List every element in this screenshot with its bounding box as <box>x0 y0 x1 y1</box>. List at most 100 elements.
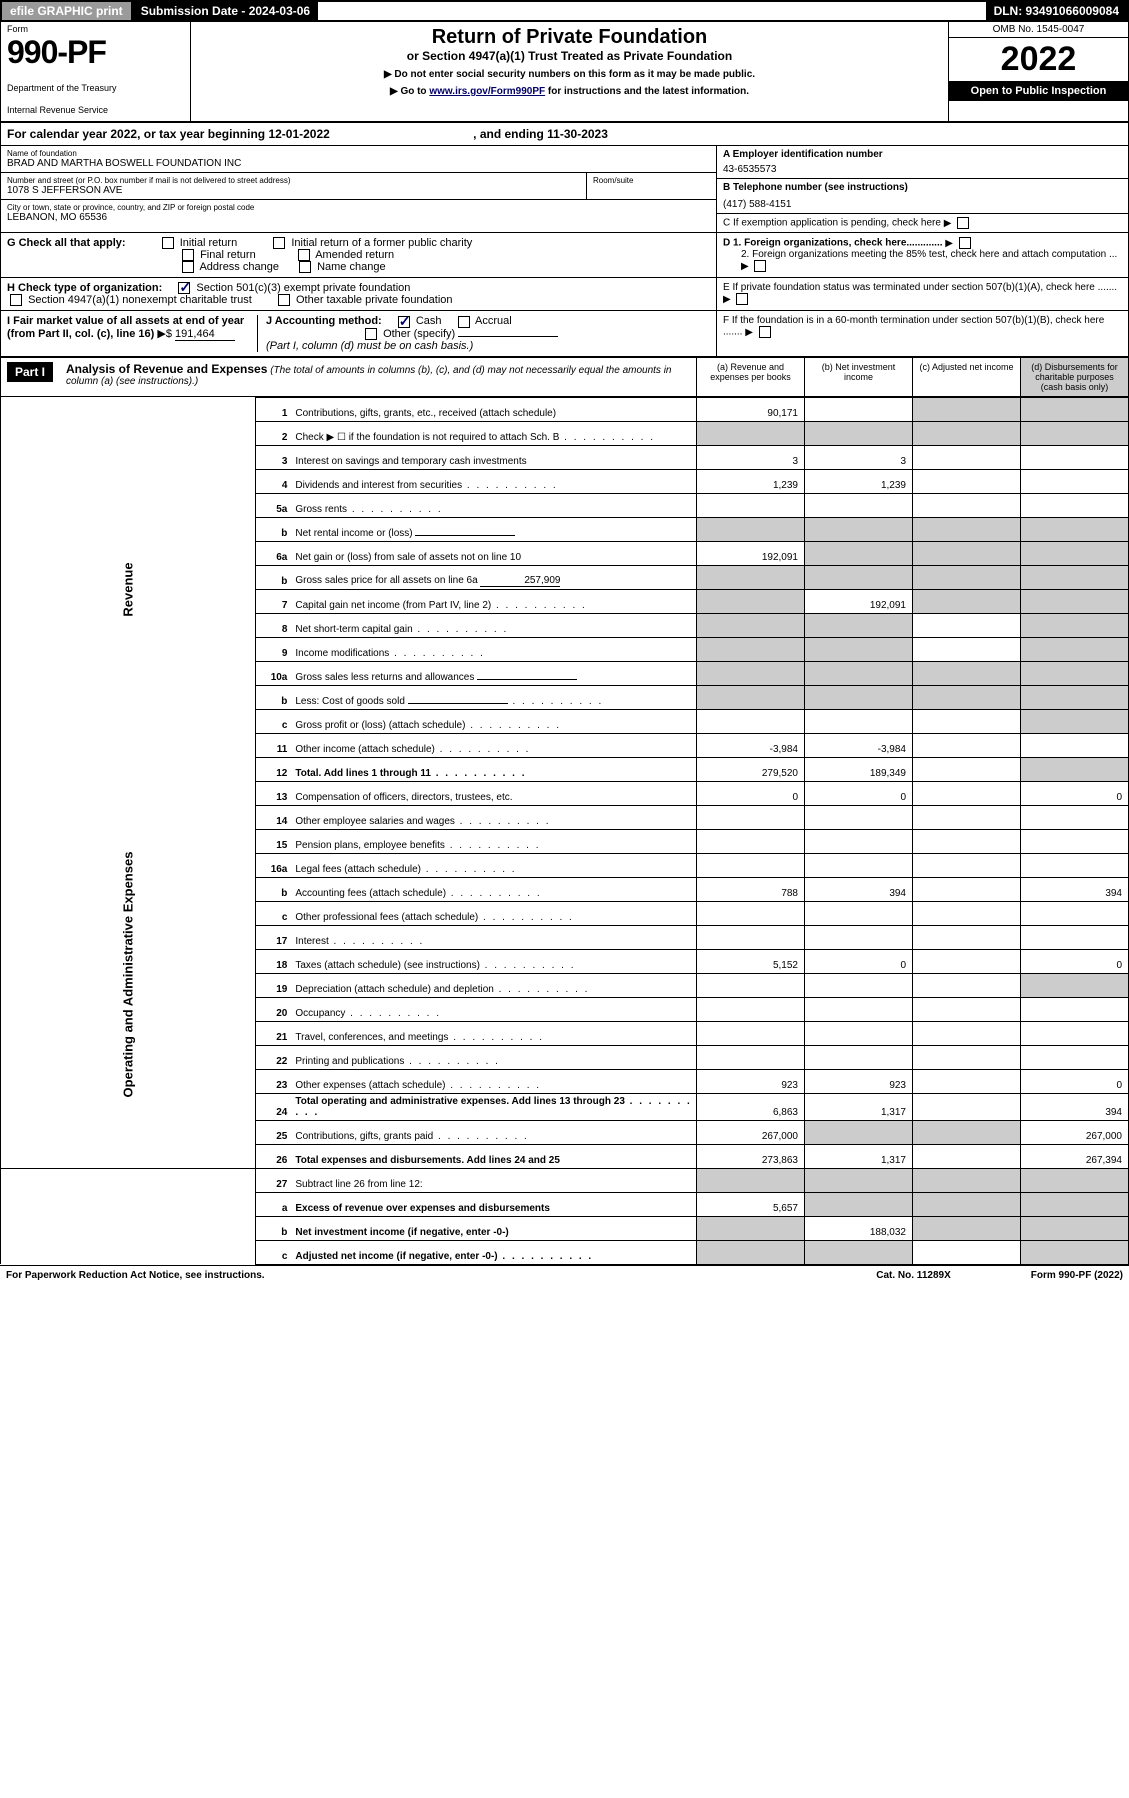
amount-cell <box>697 973 805 997</box>
amount-cell <box>913 613 1021 637</box>
amount-cell: 923 <box>805 1069 913 1093</box>
amount-cell: 1,239 <box>697 469 805 493</box>
amount-cell <box>1021 829 1129 853</box>
checkbox-4947[interactable] <box>10 294 22 306</box>
amount-cell <box>697 853 805 877</box>
amount-cell <box>913 517 1021 541</box>
line-description: Interest on savings and temporary cash i… <box>291 445 696 469</box>
amount-cell <box>913 757 1021 781</box>
amount-cell <box>913 1069 1021 1093</box>
line-description: Gross rents <box>291 493 696 517</box>
cat-no: Cat. No. 11289X <box>876 1270 950 1281</box>
checkbox-initial[interactable] <box>162 237 174 249</box>
dln: DLN: 93491066009084 <box>986 2 1127 20</box>
line-number: 26 <box>255 1144 291 1168</box>
submission-date: Submission Date - 2024-03-06 <box>133 2 318 20</box>
entity-info: Name of foundation BRAD AND MARTHA BOSWE… <box>0 146 1129 233</box>
line-number: 6a <box>255 541 291 565</box>
line-number: 17 <box>255 925 291 949</box>
telephone-cell: B Telephone number (see instructions) (4… <box>717 179 1128 214</box>
checkbox-d1[interactable] <box>959 237 971 249</box>
irs-link[interactable]: www.irs.gov/Form990PF <box>429 86 545 97</box>
col-d-header: (d) Disbursements for charitable purpose… <box>1020 358 1128 396</box>
checkbox-final[interactable] <box>182 249 194 261</box>
amount-cell <box>1021 757 1129 781</box>
line-number: 18 <box>255 949 291 973</box>
instruction-line2: ▶ Go to www.irs.gov/Form990PF for instru… <box>211 86 928 97</box>
amount-cell <box>805 709 913 733</box>
amount-cell: 6,863 <box>697 1093 805 1120</box>
efile-print-button[interactable]: efile GRAPHIC print <box>2 2 133 20</box>
amount-cell <box>913 877 1021 901</box>
amount-cell: 3 <box>697 445 805 469</box>
checkbox-e[interactable] <box>736 293 748 305</box>
line-description: Total operating and administrative expen… <box>291 1093 696 1120</box>
amount-cell <box>1021 853 1129 877</box>
amount-cell <box>805 517 913 541</box>
line-description: Travel, conferences, and meetings <box>291 1021 696 1045</box>
checkbox-address[interactable] <box>182 261 194 273</box>
amount-cell <box>805 1240 913 1264</box>
checkbox-other-method[interactable] <box>365 328 377 340</box>
amount-cell <box>1021 1240 1129 1264</box>
amount-cell: 273,863 <box>697 1144 805 1168</box>
line-description: Gross sales price for all assets on line… <box>291 565 696 589</box>
amount-cell <box>913 397 1021 421</box>
line-number: 19 <box>255 973 291 997</box>
line-number: 9 <box>255 637 291 661</box>
amount-cell <box>913 445 1021 469</box>
amount-cell: 188,032 <box>805 1216 913 1240</box>
amount-cell: 192,091 <box>805 589 913 613</box>
amount-cell <box>697 1045 805 1069</box>
checkbox-d2[interactable] <box>754 260 766 272</box>
checkbox-accrual[interactable] <box>458 316 470 328</box>
section-c: C If exemption application is pending, c… <box>717 214 1128 232</box>
line-number: 15 <box>255 829 291 853</box>
amount-cell <box>913 997 1021 1021</box>
line-description: Less: Cost of goods sold <box>291 685 696 709</box>
section-g-row: G Check all that apply: Initial return I… <box>0 233 1129 278</box>
amount-cell <box>1021 541 1129 565</box>
amount-cell <box>1021 973 1129 997</box>
line-number: b <box>255 517 291 541</box>
line-description: Pension plans, employee benefits <box>291 829 696 853</box>
checkbox-c[interactable] <box>957 217 969 229</box>
amount-cell: 90,171 <box>697 397 805 421</box>
amount-cell <box>697 997 805 1021</box>
checkbox-501c3[interactable] <box>178 282 190 294</box>
checkbox-other-taxable[interactable] <box>278 294 290 306</box>
amount-cell <box>913 1045 1021 1069</box>
city-cell: City or town, state or province, country… <box>1 200 716 226</box>
amount-cell <box>1021 421 1129 445</box>
net-sidebar <box>1 1168 256 1264</box>
line-number: 27 <box>255 1168 291 1192</box>
checkbox-f[interactable] <box>759 326 771 338</box>
amount-cell: 394 <box>805 877 913 901</box>
omb-number: OMB No. 1545-0047 <box>949 22 1128 38</box>
amount-cell <box>805 901 913 925</box>
checkbox-initial-former[interactable] <box>273 237 285 249</box>
line-number: b <box>255 565 291 589</box>
checkbox-cash[interactable] <box>398 316 410 328</box>
section-f: F If the foundation is in a 60-month ter… <box>716 311 1128 355</box>
checkbox-name[interactable] <box>299 261 311 273</box>
amount-cell <box>1021 805 1129 829</box>
amount-cell <box>913 805 1021 829</box>
line-description: Other employee salaries and wages <box>291 805 696 829</box>
amount-cell <box>805 493 913 517</box>
irs-label: Internal Revenue Service <box>7 105 184 115</box>
line-number: 10a <box>255 661 291 685</box>
expenses-sidebar: Operating and Administrative Expenses <box>1 781 256 1168</box>
line-number: 1 <box>255 397 291 421</box>
amount-cell <box>913 829 1021 853</box>
part1-table: Revenue1Contributions, gifts, grants, et… <box>0 397 1129 1265</box>
amount-cell <box>697 805 805 829</box>
amount-cell <box>697 493 805 517</box>
checkbox-amended[interactable] <box>298 249 310 261</box>
line-description: Depreciation (attach schedule) and deple… <box>291 973 696 997</box>
amount-cell: -3,984 <box>805 733 913 757</box>
line-number: c <box>255 709 291 733</box>
amount-cell: 394 <box>1021 1093 1129 1120</box>
tax-year: 2022 <box>949 38 1128 81</box>
line-number: 8 <box>255 613 291 637</box>
